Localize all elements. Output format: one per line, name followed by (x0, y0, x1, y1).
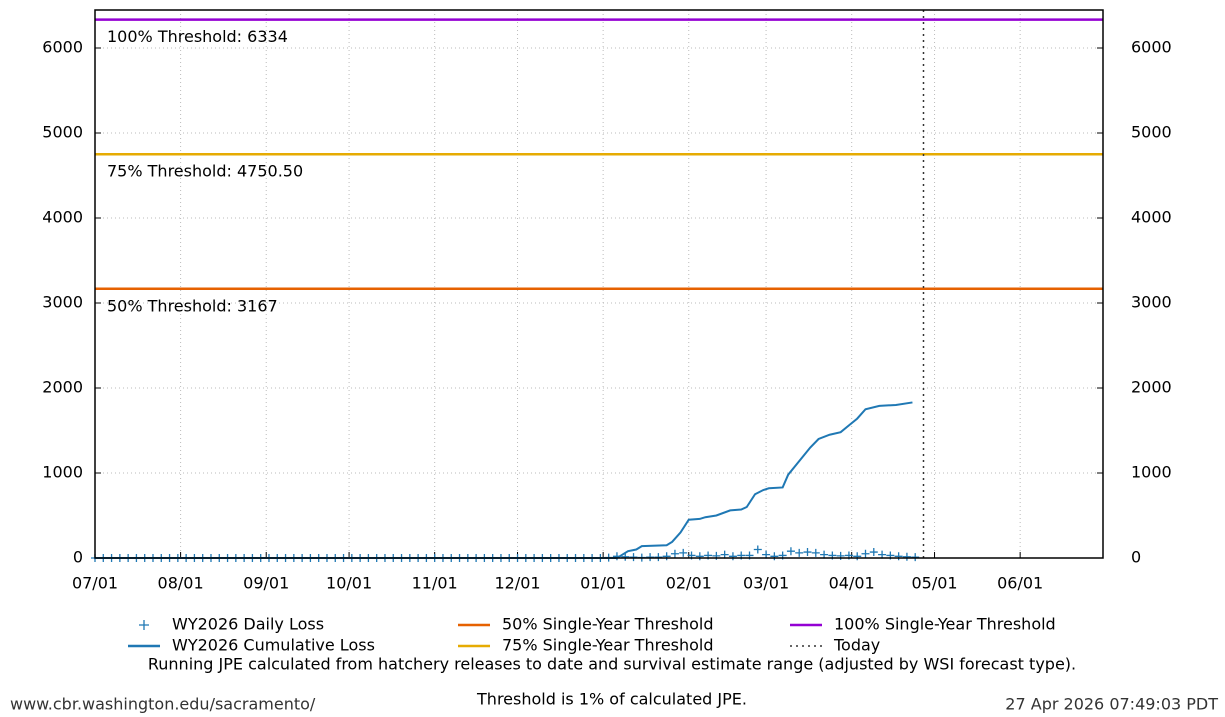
legend-label: 75% Single-Year Threshold (502, 636, 714, 655)
daily-loss-marker (629, 553, 638, 562)
daily-loss-marker (869, 548, 878, 557)
y2-tick-label: 0 (1131, 548, 1141, 567)
timestamp: 27 Apr 2026 07:49:03 PDT (1005, 695, 1218, 714)
x-tick-label: 01/01 (580, 574, 626, 593)
y2-tick-label: 4000 (1131, 207, 1172, 226)
y2-tick-label: 5000 (1131, 122, 1172, 141)
x-tick-label: 08/01 (158, 574, 204, 593)
legend-label: WY2026 Cumulative Loss (172, 636, 375, 655)
daily-loss-marker (803, 548, 812, 557)
plot-frame (94, 9, 1104, 559)
daily-loss-marker (861, 549, 870, 558)
caption: Running JPE calculated from hatchery rel… (148, 655, 1076, 674)
daily-loss-marker (911, 553, 920, 562)
y-tick-label: 0 (73, 548, 83, 567)
y2-tick-label: 1000 (1131, 462, 1172, 481)
x-tick-label: 09/01 (243, 574, 289, 593)
source: www.cbr.washington.edu/sacramento/ (10, 695, 316, 714)
daily-loss-marker (695, 552, 704, 561)
daily-loss-marker (902, 552, 911, 561)
y-tick-label: 1000 (42, 462, 83, 481)
legend-label: Today (833, 636, 880, 655)
x-tick-label: 02/01 (666, 574, 712, 593)
daily-loss-marker (894, 552, 903, 561)
threshold-label: 75% Threshold: 4750.50 (107, 162, 303, 181)
y2-tick-label: 3000 (1131, 292, 1172, 311)
daily-loss-marker (853, 552, 862, 561)
y-tick-label: 5000 (42, 122, 83, 141)
daily-loss-marker (786, 547, 795, 556)
daily-loss-marker (662, 552, 671, 561)
threshold-label: 100% Threshold: 6334 (107, 27, 288, 46)
y2-tick-label: 2000 (1131, 377, 1172, 396)
legend-label: 100% Single-Year Threshold (834, 615, 1056, 634)
x-tick-label: 03/01 (743, 574, 789, 593)
caption: Threshold is 1% of calculated JPE. (476, 690, 747, 709)
x-tick-label: 07/01 (72, 574, 118, 593)
daily-loss-marker (646, 553, 655, 562)
legend-label: WY2026 Daily Loss (172, 615, 324, 634)
y-tick-label: 6000 (42, 37, 83, 56)
daily-loss-marker (679, 548, 688, 557)
x-tick-label: 06/01 (997, 574, 1043, 593)
x-tick-label: 11/01 (412, 574, 458, 593)
x-tick-label: 04/01 (829, 574, 875, 593)
daily-loss-marker (654, 553, 663, 562)
y-tick-label: 3000 (42, 292, 83, 311)
daily-loss-marker (811, 548, 820, 557)
y-tick-label: 2000 (42, 377, 83, 396)
y2-tick-label: 6000 (1131, 37, 1172, 56)
x-tick-label: 10/01 (326, 574, 372, 593)
daily-loss-marker (670, 549, 679, 558)
x-tick-label: 12/01 (494, 574, 540, 593)
threshold-label: 50% Threshold: 3167 (107, 296, 278, 315)
y-tick-label: 4000 (42, 207, 83, 226)
daily-loss-marker (728, 552, 737, 561)
x-tick-label: 05/01 (911, 574, 957, 593)
cumulative-loss-line (95, 401, 913, 559)
legend-swatch (139, 620, 149, 630)
daily-loss-marker (770, 552, 779, 561)
legend-label: 50% Single-Year Threshold (502, 615, 714, 634)
daily-loss-marker (753, 545, 762, 554)
daily-loss-marker (795, 548, 804, 557)
